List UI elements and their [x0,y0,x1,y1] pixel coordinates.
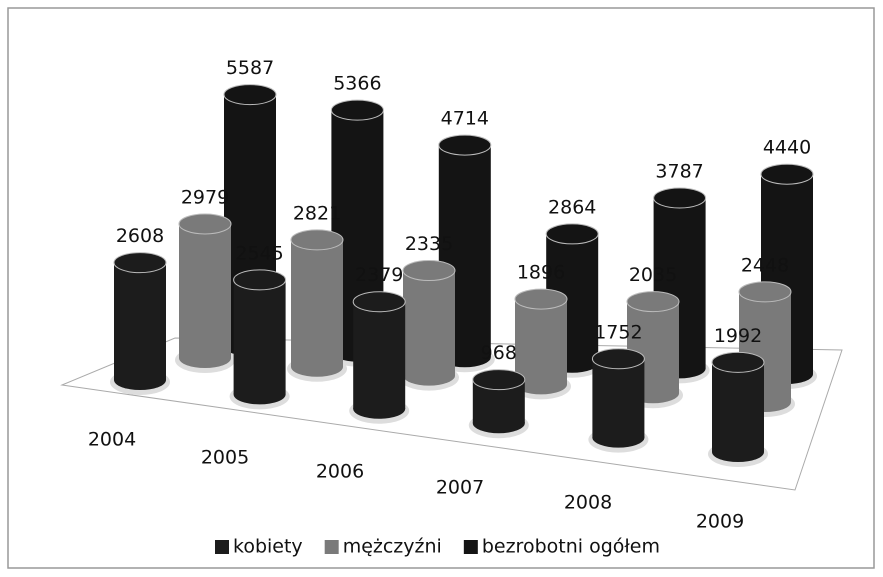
data-label: 2821 [293,202,341,224]
data-label: 2545 [235,242,283,264]
data-label: 4714 [441,108,489,130]
legend-label: mężczyźni [343,536,442,558]
cylinder [708,351,768,467]
cylinder [511,288,571,400]
legend-label: bezrobotni ogółem [482,536,660,558]
cylinder-body [712,362,764,452]
cylinder-top [290,229,344,251]
cylinder-top [738,281,792,303]
cylinder [110,252,170,395]
data-label: 2448 [741,254,789,276]
data-label: 2335 [405,233,453,255]
cylinder-top [233,269,287,291]
cylinder-top [438,134,492,156]
data-label: 2864 [548,196,596,218]
x-tick-label: 2008 [564,492,612,514]
data-label: 4440 [763,137,811,159]
cylinder-top [591,348,645,370]
cylinder-top [545,223,599,245]
cylinder-top [653,187,707,209]
data-label: 2035 [629,264,677,286]
data-label: 5587 [226,57,274,79]
cylinder-top [626,291,680,313]
cylinder-body [179,223,231,358]
cylinder-top [402,260,456,282]
data-label: 2608 [116,225,164,247]
legend-swatch [463,540,478,554]
cylinder-top [178,213,232,235]
data-label: 1752 [594,321,642,343]
data-label: 1992 [714,325,762,347]
x-tick-label: 2004 [88,429,136,451]
data-label: 1896 [517,262,565,284]
cylinder-top [330,99,384,121]
cylinder [349,291,410,424]
cylinder [588,348,649,453]
cylinder-body [291,239,343,367]
cylinder-body [403,270,455,376]
x-tick-label: 2009 [696,511,744,533]
legend-swatch [215,540,229,554]
legend-swatch [324,540,339,554]
x-tick-label: 2007 [436,477,484,499]
data-label: 2979 [181,186,229,208]
cylinder [229,269,290,410]
cylinder-top [472,369,526,391]
cylinder [468,369,529,439]
cylinder-body [233,279,286,395]
cylinder-top [113,252,167,274]
data-label: 5366 [333,73,381,95]
cylinder [175,213,235,373]
cylinder [287,229,347,382]
x-tick-label: 2005 [201,447,249,469]
cylinder-top [711,351,765,373]
cylinder-top [514,288,568,310]
x-tick-label: 2006 [316,461,364,483]
data-label: 3787 [655,160,703,182]
data-label: 968 [481,342,517,364]
cylinder-top [760,163,814,185]
cylinder-body [515,299,567,385]
cylinder-body [114,262,166,380]
legend-label: kobiety [233,536,303,558]
cylinder-top [352,291,406,313]
cylinder-body [592,358,645,438]
cylinder-body [353,301,406,409]
cylinder-top [223,84,277,106]
data-label: 2379 [355,264,403,286]
cylinder [399,260,459,391]
